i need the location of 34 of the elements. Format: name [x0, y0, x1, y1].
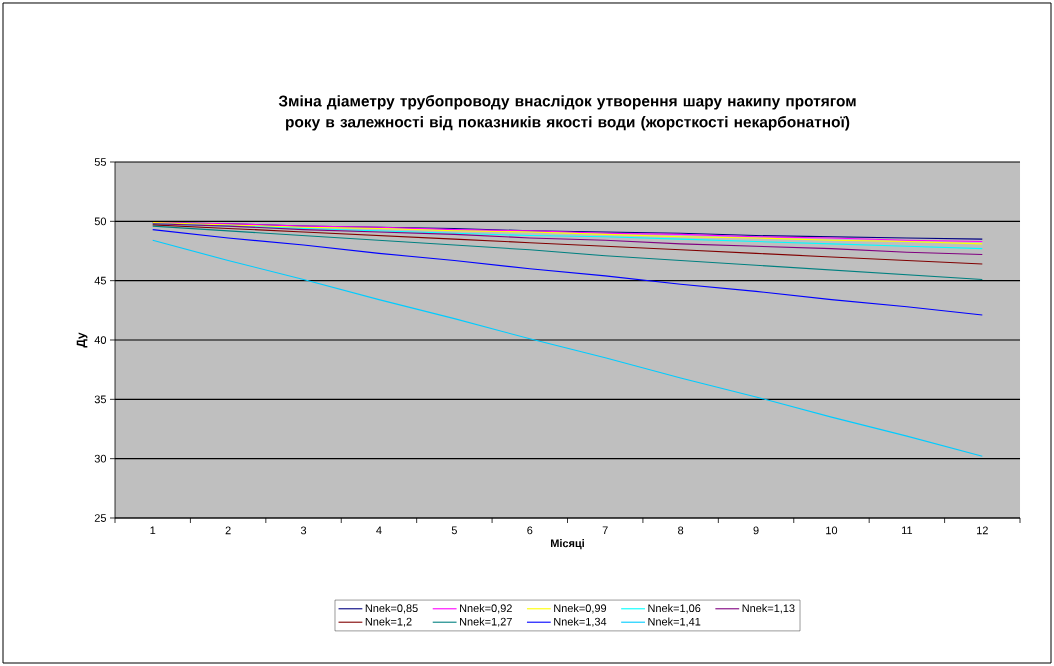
y-tick-label: 55	[94, 158, 107, 166]
y-tick-label: 25	[94, 514, 107, 522]
x-tick-label: 4	[376, 526, 382, 535]
y-tick-label: 40	[94, 336, 107, 344]
x-tick-label: 12	[977, 526, 988, 535]
line-series	[152, 229, 983, 316]
y-tick-label: 30	[94, 454, 107, 463]
x-axis-title: Місяці	[551, 539, 584, 550]
legend-label: Nnek=1,34	[554, 617, 607, 627]
legend-label: Nnek=0,85	[365, 604, 418, 614]
y-tick-label: 35	[94, 395, 107, 404]
legend-label: Nnek=1,41	[648, 617, 701, 627]
y-axis-title: Ду	[76, 332, 88, 348]
x-tick-label: 9	[753, 526, 759, 535]
legend-label: Nnek=1,06	[648, 604, 701, 614]
line-series	[152, 223, 983, 256]
legend-label: Nnek=1,2	[365, 617, 412, 627]
x-tick-label: 1	[150, 526, 156, 535]
legend-label: Nnek=0,99	[554, 604, 607, 614]
legend-label: Nnek=1,27	[460, 617, 512, 627]
x-tick-label: 11	[902, 526, 913, 535]
x-tick-label: 3	[300, 526, 307, 535]
line-series	[152, 239, 983, 457]
y-tick-label: 50	[94, 217, 107, 226]
y-tick-label: 45	[94, 276, 107, 285]
chart-title: Зміна діаметру трубопроводу внаслідок утворення шару накипу протягом року в залежності від показників якості води (жорсткості некарбонатної)	[278, 95, 856, 131]
x-tick-label: 8	[678, 526, 684, 535]
x-tick-label: 5	[451, 526, 457, 535]
x-tick-label: 2	[225, 526, 231, 535]
x-tick-label: 6	[527, 526, 533, 535]
x-tick-label: 7	[602, 526, 608, 535]
legend-label: Nnek=0,92	[460, 604, 512, 614]
legend-label: Nnek=1,13	[742, 604, 795, 614]
x-tick-label: 10	[826, 526, 838, 535]
